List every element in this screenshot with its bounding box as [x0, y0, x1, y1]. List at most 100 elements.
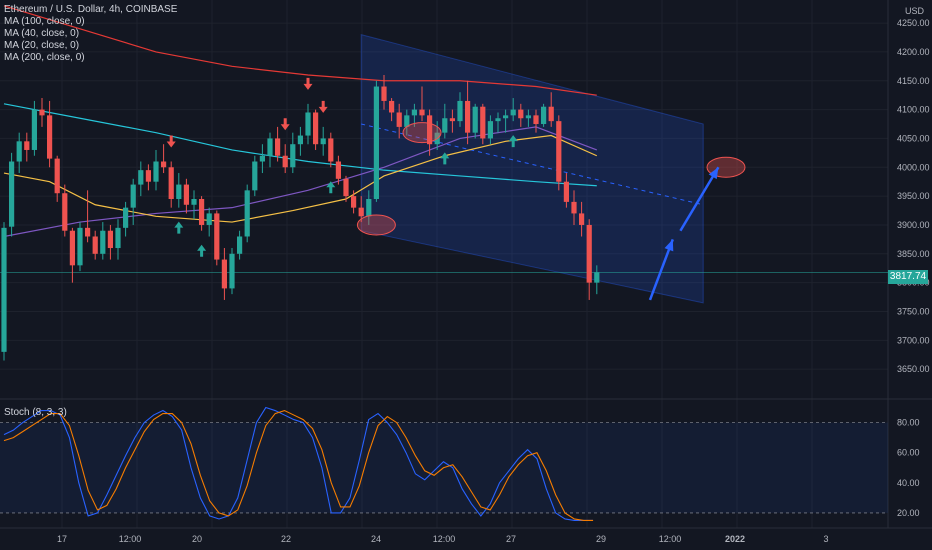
candle-body: [85, 227, 91, 237]
candle-body: [130, 184, 136, 208]
candle-body: [586, 224, 592, 283]
target-ellipse: [356, 214, 396, 236]
candle-body: [115, 227, 121, 249]
candle-body: [548, 106, 554, 122]
price-tick-label: 3700.00: [897, 335, 930, 345]
candle-body: [503, 115, 509, 119]
candle-body: [533, 115, 539, 125]
projection-arrow-head: [708, 167, 719, 180]
candle-body: [176, 184, 182, 199]
candle-body: [518, 109, 524, 119]
price-tick-label: 3950.00: [897, 191, 930, 201]
candle-body: [168, 167, 174, 199]
target-ellipse: [402, 122, 442, 144]
price-grid: [0, 0, 888, 528]
time-tick-label: 22: [281, 534, 291, 544]
candle-body: [62, 193, 68, 231]
stoch-legend: Stoch (8, 3, 3): [4, 407, 67, 418]
candle-body: [411, 109, 417, 116]
time-tick-label: 2022: [725, 534, 745, 544]
price-tick-label: 4250.00: [897, 18, 930, 28]
candle-body: [199, 199, 205, 225]
ma-line-3: [3, 5, 597, 96]
candle-body: [54, 158, 60, 194]
projection-arrow-head: [664, 239, 674, 252]
currency-label: USD: [905, 6, 925, 16]
buy-arrow: [326, 181, 336, 194]
candle-body: [275, 138, 281, 156]
candle-body: [39, 109, 45, 116]
price-tick-label: 4000.00: [897, 162, 930, 172]
time-tick-label: 20: [192, 534, 202, 544]
price-tick-label: 3650.00: [897, 364, 930, 374]
chart-legend: Ethereum / U.S. Dollar, 4h, COINBASE MA …: [4, 4, 177, 64]
candle-body: [389, 100, 395, 113]
candle-body: [563, 181, 569, 202]
candle-body: [47, 115, 53, 159]
candle-body: [100, 230, 106, 254]
candle-body: [313, 112, 319, 145]
time-tick-label: 24: [371, 534, 381, 544]
candle-body: [123, 207, 129, 228]
projection-arrow-line: [679, 166, 720, 232]
candle-body: [214, 213, 220, 260]
time-tick-label: 27: [506, 534, 516, 544]
candle-body: [495, 118, 501, 122]
last-price-badge: 3817.74: [888, 270, 928, 284]
candle-body: [282, 155, 288, 168]
candle-body: [16, 141, 22, 162]
channel-midline: [361, 123, 704, 206]
sell-arrow: [303, 77, 313, 90]
candle-body: [525, 115, 531, 119]
time-tick-label: 12:00: [659, 534, 682, 544]
candle-body: [449, 118, 455, 122]
candle-body: [107, 230, 113, 249]
candle-body: [267, 138, 273, 156]
buy-arrow: [174, 221, 184, 234]
stoch-line-1: [3, 409, 594, 522]
candles: [1, 74, 600, 361]
price-tick-label: 4050.00: [897, 133, 930, 143]
sell-arrow: [318, 100, 328, 113]
ma-line-1: [3, 126, 598, 238]
candle-body: [465, 100, 471, 133]
candle-body: [24, 141, 30, 150]
candle-body: [92, 236, 98, 254]
stoch-line-0: [3, 406, 594, 522]
ma40-legend: MA (40, close, 0): [4, 28, 80, 39]
candle-body: [229, 253, 235, 289]
candle-body: [290, 144, 296, 168]
candle-body: [328, 138, 334, 162]
candle-body: [305, 112, 311, 136]
price-axis: 3650.003700.003750.003800.003850.003900.…: [897, 6, 930, 374]
sell-arrow: [166, 135, 176, 148]
candle-body: [594, 272, 600, 283]
stoch-tick-label: 80.00: [897, 418, 920, 428]
candle-body: [510, 109, 516, 116]
candle-body: [206, 213, 212, 225]
symbol-title: Ethereum / U.S. Dollar, 4h, COINBASE: [4, 4, 178, 15]
candle-body: [1, 227, 7, 352]
candle-body: [487, 121, 493, 139]
price-tick-label: 3850.00: [897, 249, 930, 259]
candle-body: [9, 161, 15, 227]
candle-body: [259, 155, 265, 162]
time-tick-label: 29: [596, 534, 606, 544]
ma20-legend: MA (20, close, 0): [4, 40, 80, 51]
candle-body: [556, 121, 562, 182]
candle-body: [343, 178, 349, 197]
candle-body: [138, 170, 144, 185]
candle-body: [153, 161, 159, 182]
candle-body: [252, 161, 258, 191]
candle-body: [320, 138, 326, 145]
buy-arrow: [508, 135, 518, 148]
candle-body: [457, 100, 463, 122]
candle-body: [77, 227, 83, 266]
candle-body: [541, 106, 547, 125]
candle-body: [381, 86, 387, 101]
buy-arrow: [197, 244, 207, 257]
sell-arrow: [280, 118, 290, 131]
candle-body: [472, 106, 478, 133]
time-tick-label: 12:00: [119, 534, 142, 544]
